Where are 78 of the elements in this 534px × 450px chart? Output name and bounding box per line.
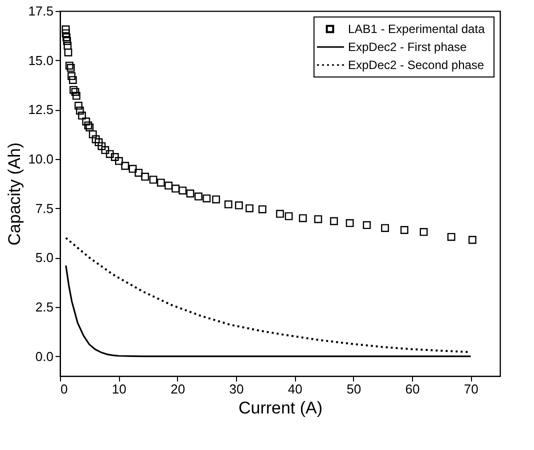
point [258,205,266,214]
point [330,217,338,226]
point [98,142,106,150]
point [78,112,86,120]
point [63,37,71,45]
point [92,135,100,144]
y-tick-label: 10.0 [28,151,54,166]
point [76,106,84,115]
point [194,192,202,200]
point [156,178,165,187]
y-tick-label: 15.0 [28,52,54,68]
y-axis-title: Capacity (Ah) [5,142,24,246]
point [110,153,119,161]
point [400,226,408,234]
point [141,172,150,181]
point [276,210,284,218]
point [62,29,70,38]
point [62,25,70,34]
point [134,168,143,177]
point [101,146,110,154]
x-axis-title: Current (A) [238,398,323,418]
point [298,214,307,222]
x-tick-label: 50 [346,382,362,396]
point [62,33,70,42]
point [121,162,130,170]
legend-label: ExpDec2 - Second phase [348,58,484,72]
point [284,212,293,220]
point [68,76,77,84]
point [72,92,80,100]
x-tick-label: 0 [60,382,68,396]
x-tick-label: 30 [229,382,244,396]
point [172,184,180,193]
point [149,176,158,184]
x-tick-label: 70 [464,382,478,396]
x-tick-label: 20 [170,382,186,396]
point [202,194,211,202]
point [186,190,194,198]
x-tick-label: 40 [288,382,302,396]
point [71,88,80,96]
point [70,86,78,94]
point [224,200,232,208]
point [178,186,187,194]
point [346,219,354,228]
point [234,201,243,210]
point [115,156,123,165]
y-tick-label: 17.5 [28,4,54,18]
point [447,232,456,241]
point [68,72,76,80]
point [212,195,220,204]
y-tick-label: 12.5 [28,102,54,118]
point [246,204,254,212]
point [88,130,97,138]
point [128,164,137,173]
y-tick-label: 2.5 [35,299,54,314]
x-tick-label: 60 [405,382,420,396]
point [82,118,90,126]
point [64,48,72,56]
y-tick-label: 7.5 [35,200,54,216]
point [468,236,476,244]
point [66,64,75,72]
x-tick-label: 10 [112,382,126,396]
point [314,215,322,224]
point [420,228,428,236]
point [106,150,114,158]
point [64,42,72,50]
point [362,221,371,230]
point [74,102,82,110]
point [86,123,94,132]
point [94,138,103,146]
point [84,121,92,130]
legend-label: ExpDec2 - First phase [348,40,468,54]
y-tick-label: 0.0 [35,348,54,364]
y-tick-label: 5.0 [35,250,54,266]
line-series [65,264,472,358]
point [381,224,389,232]
point [65,62,74,70]
point [164,182,172,190]
legend-label: LAB1 - Experimental data [348,22,486,36]
